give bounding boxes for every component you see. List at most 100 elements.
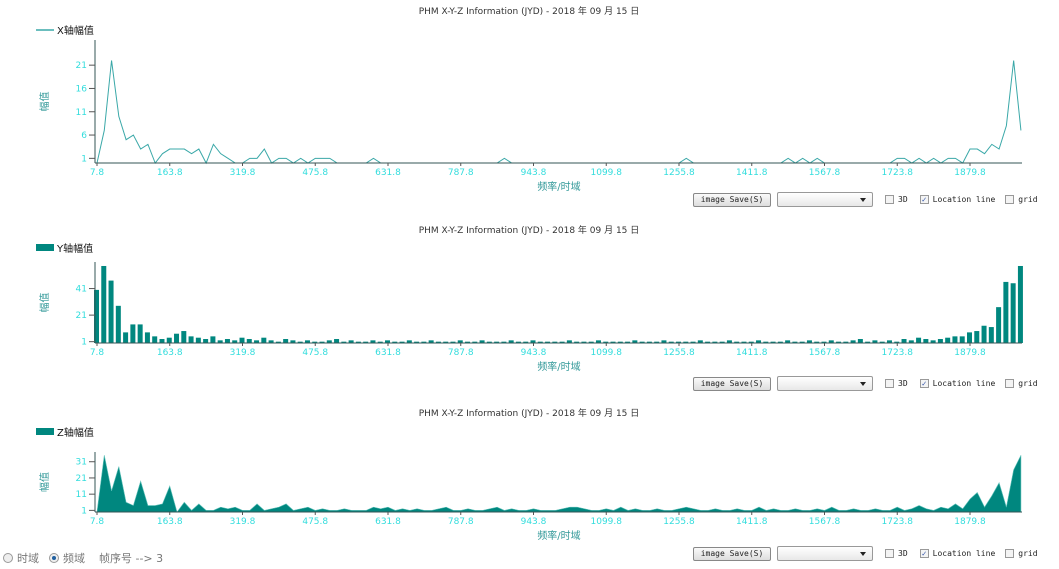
bar xyxy=(872,340,878,343)
label-grid: grid xyxy=(1018,549,1038,558)
chart-title: PHM X-Y-Z Information (JYD) - 2018 年 09 … xyxy=(419,224,640,236)
bar xyxy=(1017,265,1023,343)
bar xyxy=(923,339,929,343)
x-tick-label: 1099.8 xyxy=(591,517,623,527)
bar xyxy=(130,324,136,343)
x-tick-label: 319.8 xyxy=(230,517,256,527)
bar xyxy=(443,341,449,343)
x-tick-label: 7.8 xyxy=(90,348,105,358)
bar xyxy=(137,324,143,343)
chart-select[interactable] xyxy=(777,546,873,561)
domain-selector: 时域 频域 帧序号 --> 3 xyxy=(3,550,163,566)
bar xyxy=(203,339,209,343)
bar xyxy=(428,340,434,343)
bar xyxy=(450,341,456,343)
checkbox-grid[interactable] xyxy=(1005,379,1015,388)
bar xyxy=(952,336,958,343)
bar xyxy=(625,341,631,343)
bar xyxy=(967,332,972,343)
bar xyxy=(981,325,987,343)
x-tick-label: 475.8 xyxy=(302,348,328,358)
checkbox-location-line[interactable]: ✓ xyxy=(919,549,929,558)
bar xyxy=(385,340,390,343)
bar xyxy=(843,341,849,343)
label-3d: 3D xyxy=(898,549,908,558)
chart-select[interactable] xyxy=(777,192,873,207)
bar xyxy=(1010,283,1016,343)
chart-select[interactable] xyxy=(777,376,873,391)
bar xyxy=(115,305,121,343)
checkbox-grid[interactable] xyxy=(1005,195,1015,204)
label-grid: grid xyxy=(1018,195,1038,204)
checkbox-3d[interactable] xyxy=(885,379,894,388)
radio-frequency-domain[interactable] xyxy=(49,553,59,563)
x-tick-label: 787.8 xyxy=(448,348,474,358)
x-tick-label: 787.8 xyxy=(448,517,474,527)
bar xyxy=(414,341,420,343)
chart-title: PHM X-Y-Z Information (JYD) - 2018 年 09 … xyxy=(419,5,640,17)
checkbox-3d[interactable] xyxy=(885,195,894,204)
image-save-button[interactable]: image Save(S) xyxy=(693,546,771,561)
y-tick-label: 41 xyxy=(76,285,87,295)
bar xyxy=(261,337,267,343)
bar xyxy=(399,341,405,343)
bar xyxy=(283,339,289,343)
bar xyxy=(734,341,740,343)
bar xyxy=(494,341,500,343)
bar xyxy=(472,341,478,343)
y-axis-label: 幅值 xyxy=(38,293,51,313)
bar xyxy=(501,341,507,343)
bar xyxy=(108,280,114,343)
bar xyxy=(777,341,783,343)
bar xyxy=(159,339,165,343)
bar xyxy=(683,341,689,343)
x-tick-label: 1879.8 xyxy=(954,348,986,358)
x-tick-label: 319.8 xyxy=(230,168,256,178)
bar xyxy=(290,340,296,343)
checkbox-location-line[interactable]: ✓ xyxy=(919,379,929,388)
bar xyxy=(806,340,812,343)
bar xyxy=(661,340,667,343)
bar xyxy=(355,341,361,343)
bar xyxy=(763,341,769,343)
bar xyxy=(523,341,529,343)
bar xyxy=(392,341,398,343)
checkbox-grid[interactable] xyxy=(1005,549,1015,558)
x-tick-label: 1255.8 xyxy=(663,517,695,527)
bar xyxy=(181,331,187,343)
x-tick-label: 1411.8 xyxy=(736,348,768,358)
x-tick-label: 475.8 xyxy=(302,517,328,527)
checkbox-location-line[interactable]: ✓ xyxy=(919,195,929,204)
bar xyxy=(552,341,558,343)
label-location-line: Location line xyxy=(932,549,996,558)
x-tick-label: 943.8 xyxy=(521,348,547,358)
bar xyxy=(741,341,747,343)
image-save-button[interactable]: image Save(S) xyxy=(693,192,771,207)
bar xyxy=(166,337,172,343)
radio-time-domain[interactable] xyxy=(3,553,13,563)
legend-swatch xyxy=(36,428,54,435)
x-axis-label: 频率/时域 xyxy=(537,180,580,193)
bar xyxy=(792,341,798,343)
bar xyxy=(537,341,543,343)
frequency-domain-label: 频域 xyxy=(63,552,85,565)
x-tick-label: 1567.8 xyxy=(809,517,841,527)
bar xyxy=(326,340,332,343)
label-3d: 3D xyxy=(898,379,908,388)
bar xyxy=(668,341,674,343)
bar xyxy=(836,341,842,343)
x-tick-label: 7.8 xyxy=(90,517,105,527)
bar xyxy=(188,336,194,343)
checkbox-3d[interactable] xyxy=(885,549,894,558)
bar xyxy=(515,341,521,343)
image-save-button[interactable]: image Save(S) xyxy=(693,376,771,391)
bar xyxy=(246,339,252,343)
x-tick-label: 1723.8 xyxy=(882,168,914,178)
x-axis-label: 频率/时域 xyxy=(537,360,580,373)
bar xyxy=(770,341,776,343)
y-tick-label: 11 xyxy=(76,490,87,500)
series-area xyxy=(96,455,1022,513)
x-tick-label: 943.8 xyxy=(521,168,547,178)
bar xyxy=(545,341,551,343)
